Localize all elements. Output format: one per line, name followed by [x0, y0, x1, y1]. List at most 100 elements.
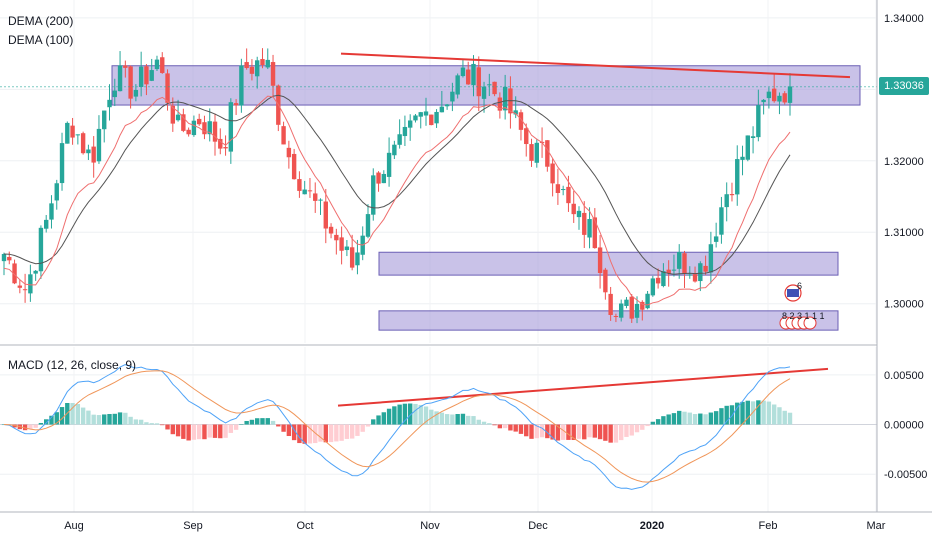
macd-histogram-bar [787, 412, 793, 425]
macd-histogram-bar [413, 403, 418, 425]
candle-body [413, 115, 418, 121]
macd-histogram-bar [745, 400, 750, 425]
time-axis[interactable]: Aug Sep Oct Nov Dec 2020 Feb Mar [64, 520, 886, 532]
candle-body [181, 114, 186, 131]
macd-histogram-bar [434, 411, 439, 425]
macd-histogram-bar [645, 424, 650, 427]
candle-body [107, 99, 112, 108]
candle-body [703, 265, 708, 272]
macd-histogram-bar [270, 420, 276, 425]
time-tick-label: Dec [528, 520, 548, 532]
candle-body [634, 303, 640, 318]
price-axis[interactable]: 1.340001.330001.320001.310001.300000.005… [876, 0, 927, 512]
candle-body [170, 105, 176, 124]
macd-pane [0, 364, 877, 490]
macd-histogram-bar [682, 411, 687, 425]
candle-body [592, 217, 598, 249]
candle-body [307, 190, 313, 192]
candle-body [576, 210, 582, 218]
macd-trendline [337, 367, 829, 407]
candle-body [17, 285, 23, 288]
flag-icon [787, 289, 799, 297]
macd-histogram-bar [75, 404, 81, 425]
macd-histogram-bar [444, 414, 450, 425]
event-count-labels: 8 2 3 1 1 1 [782, 311, 825, 321]
candle-body [75, 134, 81, 136]
flag-count-label: 6 [797, 281, 802, 291]
candle-body [518, 112, 524, 130]
macd-histogram-bar [392, 406, 397, 425]
candle-body [349, 247, 355, 268]
candle-body [476, 67, 481, 97]
candle-body [729, 194, 735, 196]
candle-body [502, 86, 508, 111]
time-tick-label: Oct [296, 520, 313, 532]
macd-histogram-bar [587, 424, 592, 438]
candle-body [492, 81, 497, 95]
candle-body [582, 212, 587, 235]
dema200-legend[interactable]: DEMA (200) [8, 14, 74, 28]
candle-body [133, 89, 139, 97]
macd-histogram-bar [592, 424, 598, 438]
macd-histogram-bar [181, 424, 186, 439]
event-markers[interactable]: 6 8 2 3 1 1 1 [779, 281, 825, 330]
candle-body [344, 246, 350, 251]
candle-body [418, 112, 423, 117]
macd-histogram-bar [655, 419, 661, 425]
macd-histogram-bar [439, 412, 445, 425]
macd-histogram-bar [418, 404, 423, 425]
trendlines[interactable] [337, 52, 851, 407]
macd-histogram-bar [255, 418, 260, 425]
macd-histogram-bar [307, 424, 313, 444]
macd-histogram-bar [38, 422, 44, 425]
candle-body [603, 269, 608, 293]
candle-body [149, 70, 154, 81]
candle-body [719, 207, 724, 235]
macd-histogram-bar [196, 424, 202, 440]
candle-body [481, 86, 487, 99]
candle-body [191, 120, 197, 136]
macd-histogram-bar [334, 424, 339, 442]
macd-histogram-bar [28, 424, 33, 430]
macd-histogram-bar [476, 419, 481, 425]
macd-histogram-bar [508, 424, 513, 431]
dema100-legend[interactable]: DEMA (100) [8, 33, 74, 47]
candle-body [160, 57, 165, 73]
macd-legend[interactable]: MACD (12, 26, close, 9) [8, 358, 137, 372]
macd-histogram-bar [323, 424, 328, 443]
macd-histogram-bar [534, 424, 539, 439]
macd-histogram-bar [302, 424, 307, 444]
zone-rect [378, 251, 839, 276]
candle-body [212, 121, 218, 142]
candle-body [165, 73, 170, 103]
candle-body [239, 65, 244, 106]
macd-histogram-bar [466, 415, 471, 425]
candle-body [624, 299, 629, 306]
macd-histogram-bar [423, 406, 429, 425]
macd-histogram-bar [133, 419, 139, 425]
macd-histogram-bar [33, 424, 38, 428]
candle-body [244, 62, 249, 69]
macd-histogram-bar [381, 412, 387, 425]
candle-body [671, 269, 677, 271]
candle-body [761, 99, 766, 103]
macd-histogram-bar [386, 408, 392, 425]
macd-histogram-bar [117, 412, 123, 425]
candle-body [560, 189, 566, 191]
macd-histogram-bar [44, 419, 49, 425]
macd-histogram-bar [102, 414, 107, 425]
candle-body [33, 270, 38, 274]
candle-body [735, 159, 740, 195]
candle-body [444, 104, 450, 107]
macd-histogram-bar [724, 405, 729, 425]
candle-body [123, 65, 128, 68]
macd-histogram-bar [571, 424, 576, 441]
candle-body [460, 67, 466, 77]
macd-histogram-bar [677, 410, 682, 425]
macd-histogram-bar [128, 416, 133, 425]
macd-histogram-bar [349, 424, 355, 439]
macd-histogram-bar [49, 415, 54, 425]
support-resistance-zones[interactable] [111, 65, 861, 331]
macd-histogram-bar [371, 419, 376, 425]
